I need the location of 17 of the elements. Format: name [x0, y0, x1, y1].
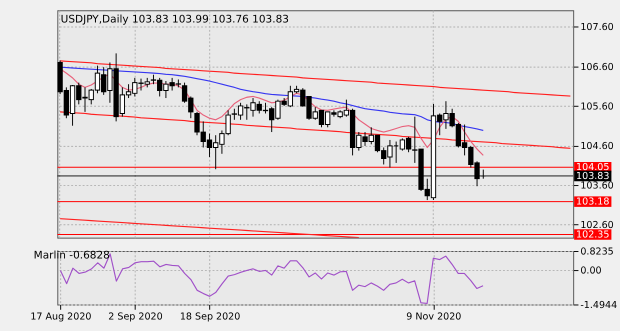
y-tick-label: 106.60 [580, 62, 614, 73]
x-tick-label: 9 Nov 2020 [406, 311, 462, 322]
y-tick-label: 102.60 [580, 220, 614, 231]
chart-title: USDJPY,Daily 103.83 103.99 103.76 103.83 [60, 14, 289, 26]
x-tick-label: 17 Aug 2020 [30, 311, 92, 322]
y-tick-label: 0.8235 [580, 246, 614, 258]
x-tick-label: 18 Sep 2020 [180, 311, 240, 322]
y-tick-label: 107.60 [580, 22, 614, 34]
ref-line-label: 103.18 [576, 196, 610, 208]
y-tick-label: -1.4944 [580, 300, 618, 311]
y-tick-label: 103.60 [580, 180, 614, 192]
y-tick-label: 0.00 [580, 265, 602, 276]
y-tick-label: 105.60 [580, 101, 614, 112]
ref-line-label: 103.83 [576, 170, 610, 182]
x-tick-label: 2 Sep 2020 [108, 311, 163, 322]
y-tick-label: 104.60 [580, 140, 614, 152]
ref-line-label: 102.35 [576, 229, 610, 240]
